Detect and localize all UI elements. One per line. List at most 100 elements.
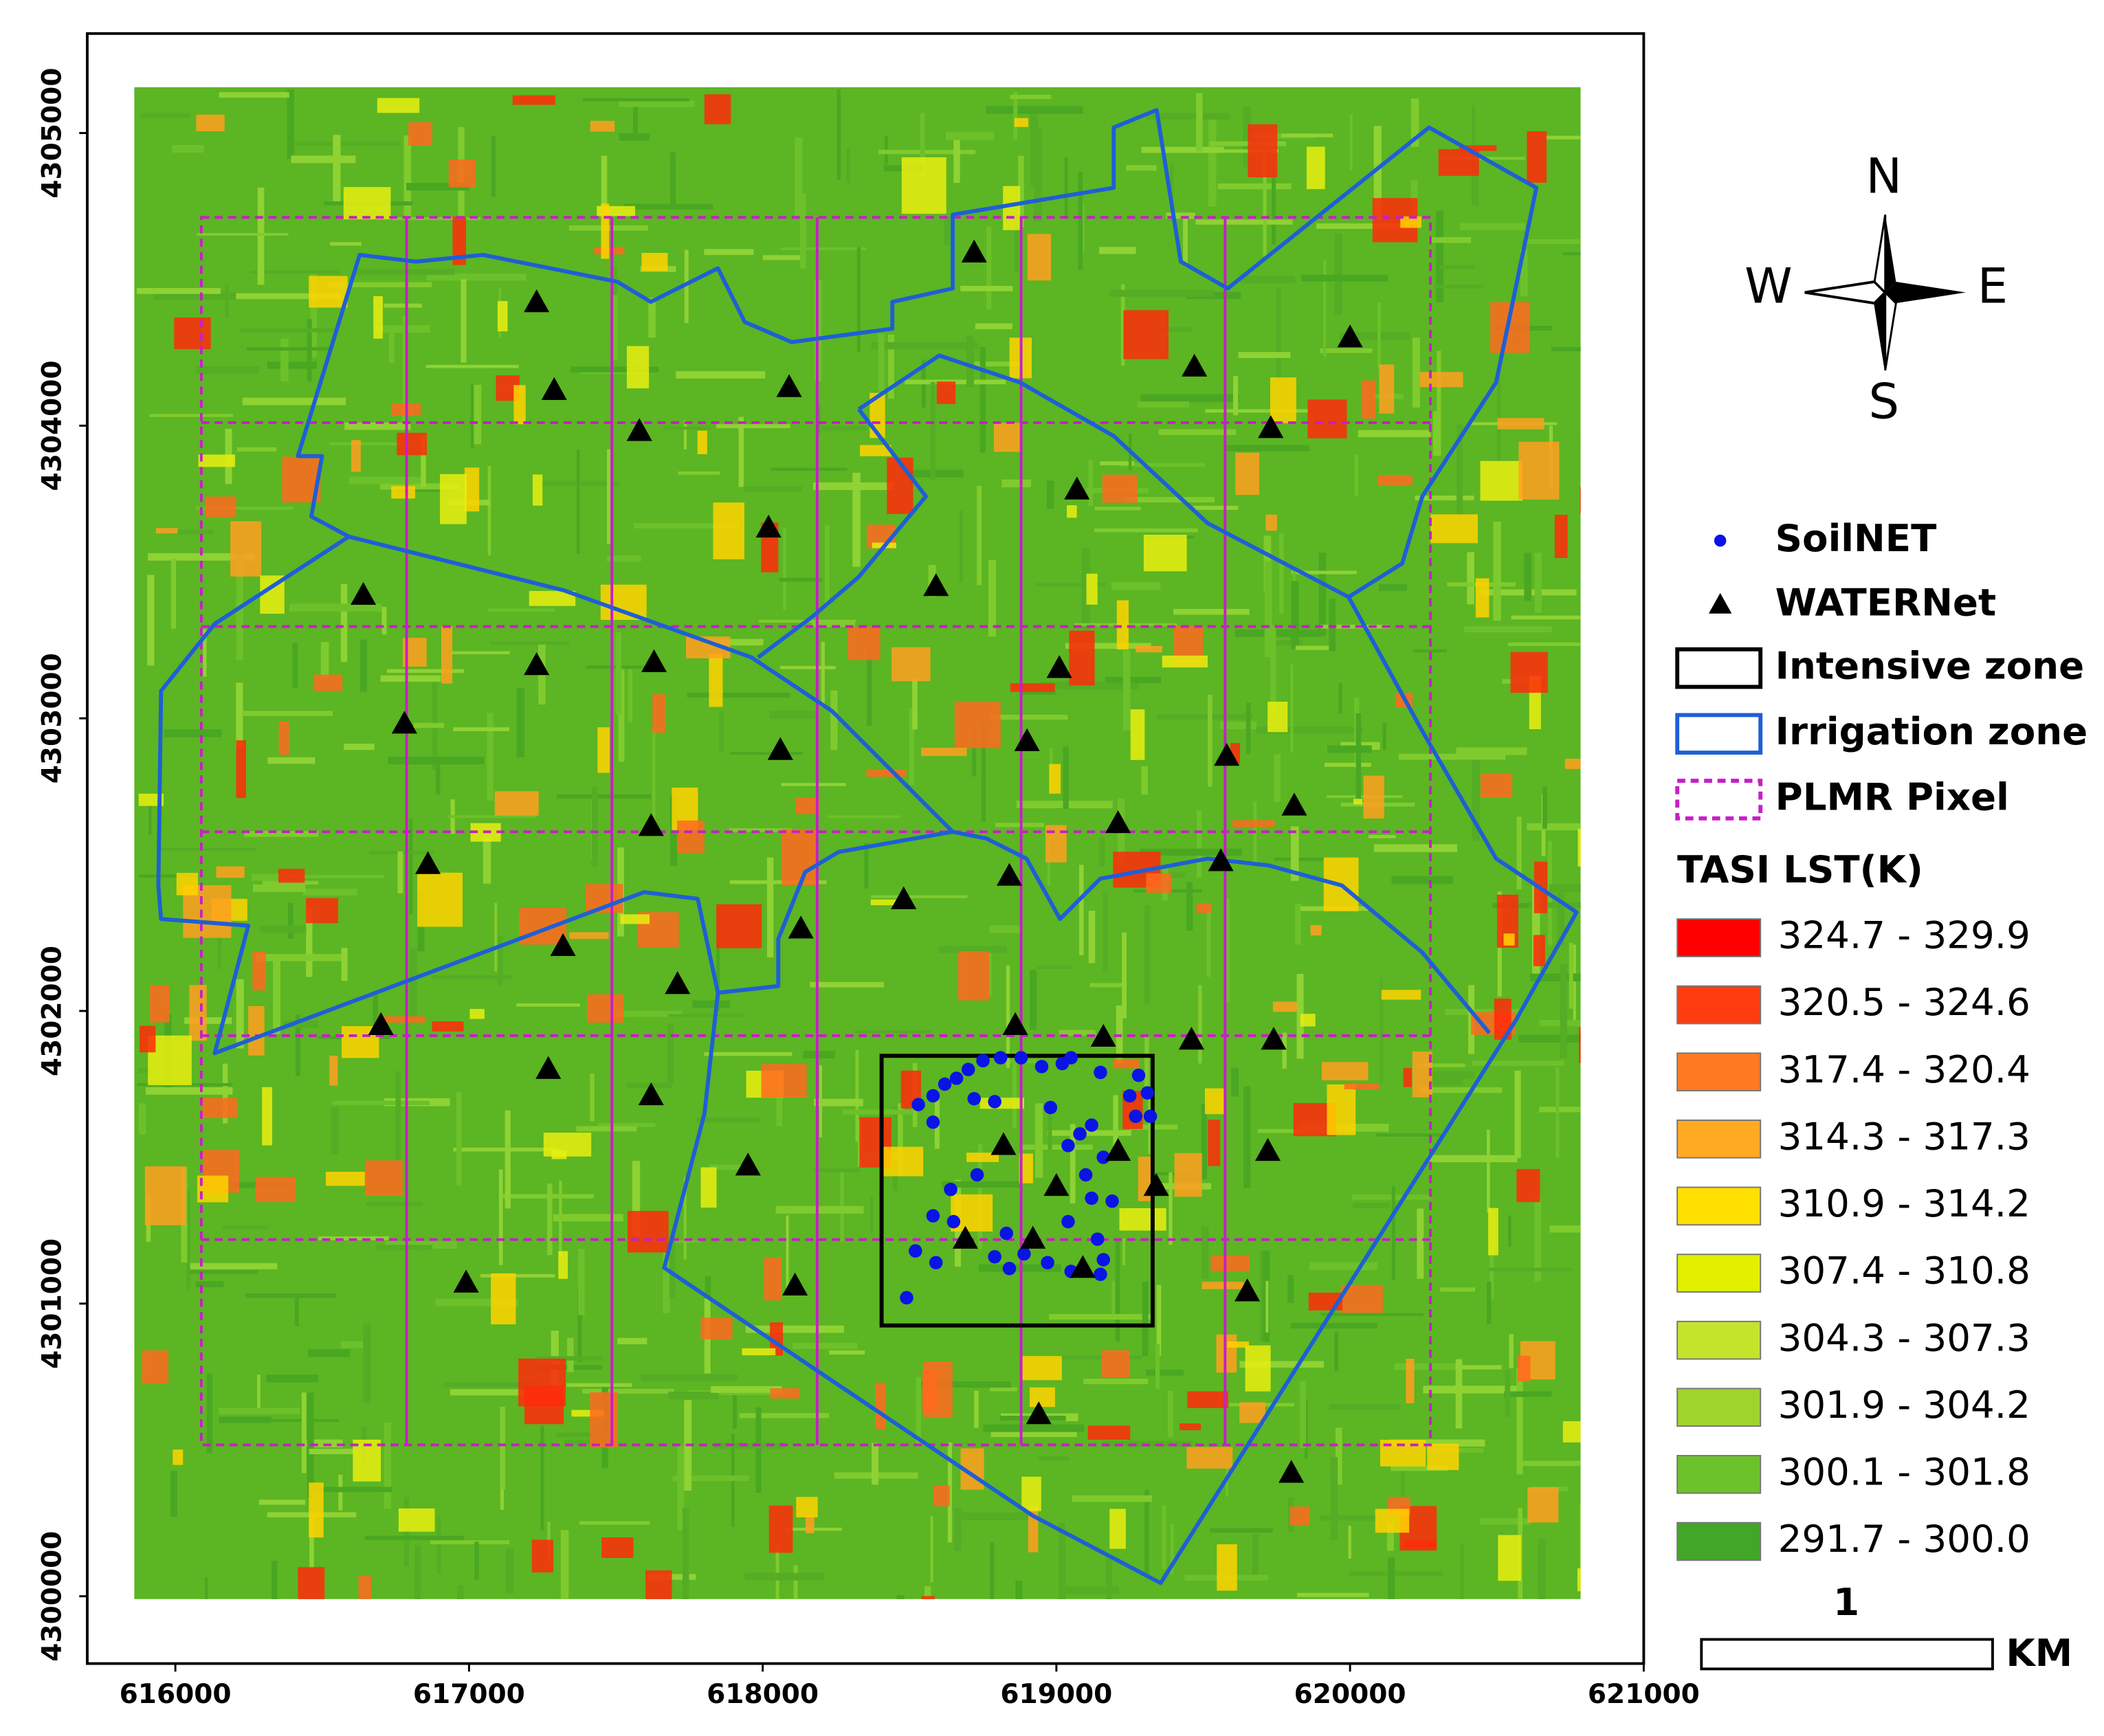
field-strip <box>871 342 978 350</box>
field-strip <box>246 347 331 351</box>
field-strip <box>1100 461 1135 466</box>
soilnet-point <box>911 1098 925 1112</box>
field-strip <box>713 1443 784 1449</box>
field-strip <box>1035 583 1106 587</box>
field-strip <box>864 843 869 889</box>
field-strip <box>1437 350 1441 456</box>
hot-patch <box>770 1388 800 1399</box>
field-strip <box>837 89 841 180</box>
field-strip <box>909 707 915 786</box>
field-strip <box>618 669 625 762</box>
field-strip <box>283 875 384 878</box>
field-strip <box>1334 234 1342 315</box>
field-strip <box>898 1103 903 1175</box>
irrigation-outline <box>156 108 1579 1585</box>
field-strip <box>236 293 342 300</box>
field-strip <box>344 744 375 750</box>
field-strip <box>1257 1128 1327 1133</box>
field-strip <box>974 1390 979 1428</box>
field-strip <box>267 757 315 764</box>
field-strip <box>1065 643 1151 649</box>
field-strip <box>601 155 608 206</box>
field-strip <box>373 992 379 1041</box>
field-strip <box>799 192 806 269</box>
field-strip <box>669 1231 676 1299</box>
hot-patch <box>230 521 262 577</box>
hot-patch <box>1162 655 1208 668</box>
field-strip <box>1334 1331 1339 1372</box>
hot-patch <box>1014 118 1029 127</box>
field-strip <box>266 1375 319 1383</box>
field-strip <box>170 559 177 629</box>
soilnet-point <box>1129 1109 1142 1124</box>
field-strip <box>1180 149 1279 153</box>
hot-patch <box>641 252 668 271</box>
class-swatch <box>1676 1522 1762 1561</box>
soilnet-point <box>949 1071 964 1085</box>
field-strip <box>461 279 467 363</box>
field-strip <box>421 435 426 487</box>
field-strip <box>1528 902 1581 909</box>
field-strip <box>1141 766 1148 795</box>
field-strip <box>1349 114 1353 171</box>
field-strip <box>632 1161 641 1236</box>
field-strip <box>811 622 855 627</box>
field-strip <box>652 728 656 830</box>
field-strip <box>1516 1368 1523 1475</box>
soilnet-point <box>1090 1232 1105 1246</box>
field-strip <box>677 1445 685 1531</box>
field-strip <box>986 106 1083 114</box>
legend-swatch <box>1675 779 1763 821</box>
field-strip <box>1560 964 1567 1058</box>
field-strip <box>989 925 1023 933</box>
field-strip <box>480 1273 555 1278</box>
field-strip <box>649 1574 696 1580</box>
field-strip <box>803 1050 835 1058</box>
soilnet-point <box>1140 1086 1155 1100</box>
field-strip <box>452 651 510 654</box>
field-strip <box>729 828 793 832</box>
hot-patch <box>1272 1001 1297 1012</box>
field-strip <box>540 1425 544 1531</box>
field-strip <box>364 1535 464 1541</box>
field-strip <box>1497 375 1501 460</box>
field-strip <box>1435 210 1444 303</box>
field-strip <box>1290 665 1294 753</box>
hot-patch <box>176 873 198 895</box>
field-strip <box>1195 219 1293 225</box>
waternet-point <box>1020 1225 1046 1249</box>
field-strip <box>403 135 412 217</box>
hot-patch <box>248 1005 265 1056</box>
hot-patch <box>138 793 164 806</box>
field-strip <box>775 1205 864 1214</box>
field-strip <box>607 555 641 562</box>
field-strip <box>236 682 243 749</box>
field-strip <box>1410 98 1419 147</box>
field-strip <box>1149 1172 1197 1175</box>
field-strip <box>1243 106 1252 168</box>
field-strip <box>1538 1538 1546 1599</box>
field-strip <box>1373 126 1382 220</box>
field-strip <box>1316 223 1408 230</box>
field-strip <box>682 1507 689 1599</box>
field-strip <box>606 449 611 544</box>
field-strip <box>709 1164 755 1170</box>
hot-patch <box>1265 514 1277 531</box>
hot-patch <box>620 914 650 924</box>
hot-patch <box>1202 1282 1244 1289</box>
waternet-point <box>1261 1027 1287 1050</box>
field-strip <box>203 629 207 677</box>
field-strip <box>1338 332 1410 340</box>
hot-patch <box>1430 514 1479 544</box>
class-label: 320.5 - 324.6 <box>1778 980 2030 1024</box>
field-strip <box>1146 113 1230 120</box>
waternet-point <box>767 737 793 760</box>
field-strip <box>1142 1281 1149 1357</box>
hot-patch <box>875 1382 886 1429</box>
field-strip <box>1318 553 1327 636</box>
field-strip <box>711 1386 782 1393</box>
waternet-point <box>415 851 441 874</box>
hot-patch <box>1517 1355 1531 1382</box>
zone-boundary <box>757 408 928 659</box>
field-strip <box>1122 649 1131 731</box>
